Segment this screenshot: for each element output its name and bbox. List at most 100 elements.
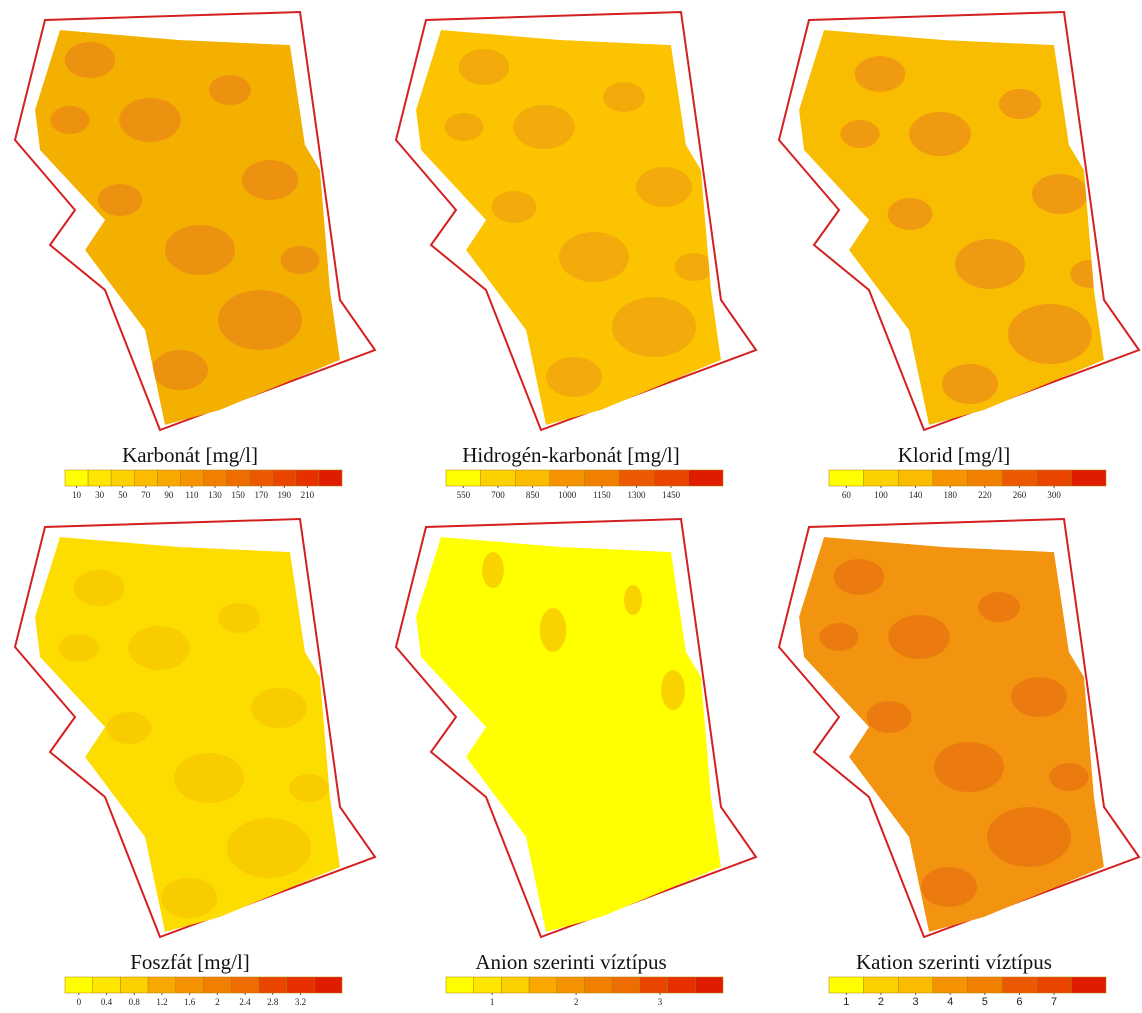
legend-swatch	[654, 470, 689, 486]
contour-blob	[1032, 174, 1088, 214]
legend-tick-label: 300	[1047, 490, 1061, 500]
legend-tick-label: 140	[909, 490, 923, 500]
legend-tick-label: 4	[947, 996, 953, 1008]
contour-blob	[459, 49, 509, 85]
legend-tick-label: 0	[77, 997, 82, 1007]
legend-swatch	[446, 470, 481, 486]
map-title: Klorid [mg/l]	[898, 443, 1011, 467]
legend-tick-label: 150	[231, 490, 245, 500]
legend-tick-label: 1000	[558, 490, 577, 500]
legend-swatch	[557, 977, 585, 993]
legend-swatch	[134, 470, 157, 486]
contour-blob	[921, 867, 977, 907]
contour-blob	[59, 634, 98, 662]
contour-blob	[909, 112, 971, 156]
legend-swatch	[668, 977, 696, 993]
legend-tick-label: 1.6	[184, 997, 196, 1007]
legend-tick-label: 70	[141, 490, 151, 500]
legend-swatch	[250, 470, 273, 486]
contour-blob	[603, 82, 645, 112]
legend-swatch	[933, 977, 968, 993]
contour-blob	[289, 774, 328, 802]
contour-blob	[128, 626, 190, 670]
contour-map	[799, 537, 1104, 932]
legend-tick-label: 2	[215, 997, 220, 1007]
contour-blob	[934, 742, 1004, 792]
contour-blob	[513, 105, 575, 149]
legend-tick-label: 5	[982, 996, 988, 1008]
contour-blob	[50, 106, 89, 134]
legend-swatch	[65, 470, 88, 486]
legend-swatch	[864, 470, 899, 486]
contour-map	[35, 30, 340, 425]
contour-blob	[636, 167, 692, 207]
legend-swatch	[968, 977, 1003, 993]
legend-swatch	[529, 977, 557, 993]
legend-swatch	[148, 977, 176, 993]
legend-swatch	[1002, 977, 1037, 993]
contour-blob	[165, 225, 235, 275]
contour-blob	[280, 246, 319, 274]
contour-blob	[540, 608, 566, 652]
contour-blob	[218, 603, 260, 633]
legend-tick-label: 180	[943, 490, 957, 500]
contour-blob	[1070, 260, 1109, 288]
contour-blob	[444, 113, 483, 141]
legend-tick-label: 1	[843, 996, 849, 1008]
legend-swatch	[120, 977, 148, 993]
legend-tick-label: 210	[301, 490, 315, 500]
legend-tick-label: 550	[457, 490, 471, 500]
contour-blob	[855, 56, 905, 92]
contour-map	[416, 30, 721, 425]
legend-swatch	[1071, 977, 1106, 993]
contour-map	[799, 30, 1110, 425]
contour-blob	[987, 807, 1071, 867]
legend-swatch	[1037, 470, 1072, 486]
contour-blob	[546, 357, 602, 397]
contour-blob	[559, 232, 629, 282]
contour-blob	[834, 559, 884, 595]
legend-swatch	[640, 977, 668, 993]
contour-blob	[1008, 304, 1092, 364]
contour-blob	[978, 592, 1020, 622]
legend-swatch	[864, 977, 899, 993]
legend-tick-label: 10	[72, 490, 82, 500]
legend-swatch	[695, 977, 723, 993]
contour-blob	[492, 191, 537, 223]
legend-swatch	[585, 470, 620, 486]
legend-swatch	[93, 977, 121, 993]
legend-tick-label: 6	[1016, 996, 1022, 1008]
legend-swatch	[474, 977, 502, 993]
legend-swatch	[287, 977, 315, 993]
legend-tick-label: 50	[118, 490, 128, 500]
legend-swatch	[111, 470, 134, 486]
contour-blob	[942, 364, 998, 404]
contour-blob	[999, 89, 1041, 119]
contour-blob	[74, 570, 124, 606]
legend-tick-label: 7	[1051, 996, 1057, 1008]
contour-blob	[152, 350, 208, 390]
legend-tick-label: 220	[978, 490, 992, 500]
legend-swatch	[612, 977, 640, 993]
contour-blob	[674, 253, 713, 281]
legend-swatch	[898, 470, 933, 486]
legend-tick-label: 1300	[627, 490, 646, 500]
contour-blob	[161, 878, 217, 918]
legend-tick-label: 1150	[593, 490, 611, 500]
contour-map	[35, 537, 340, 932]
contour-blob	[251, 688, 307, 728]
legend-swatch	[481, 470, 516, 486]
legend-swatch	[88, 470, 111, 486]
legend-swatch	[968, 470, 1003, 486]
legend-swatch	[180, 470, 203, 486]
legend-swatch	[619, 470, 654, 486]
legend-tick-label: 130	[208, 490, 222, 500]
legend-swatch	[1071, 470, 1106, 486]
legend-swatch	[227, 470, 250, 486]
legend-swatch	[273, 470, 296, 486]
contour-blob	[612, 297, 696, 357]
